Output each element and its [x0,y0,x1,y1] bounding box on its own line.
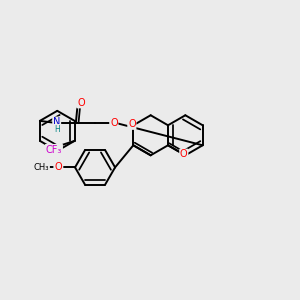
Text: N: N [53,117,60,127]
Text: O: O [54,162,62,172]
Text: O: O [128,119,136,129]
Text: CF₃: CF₃ [46,145,62,155]
Text: CH₃: CH₃ [34,163,49,172]
Text: O: O [77,98,85,108]
Text: O: O [110,118,118,128]
Text: O: O [180,149,188,159]
Text: H: H [54,124,60,134]
